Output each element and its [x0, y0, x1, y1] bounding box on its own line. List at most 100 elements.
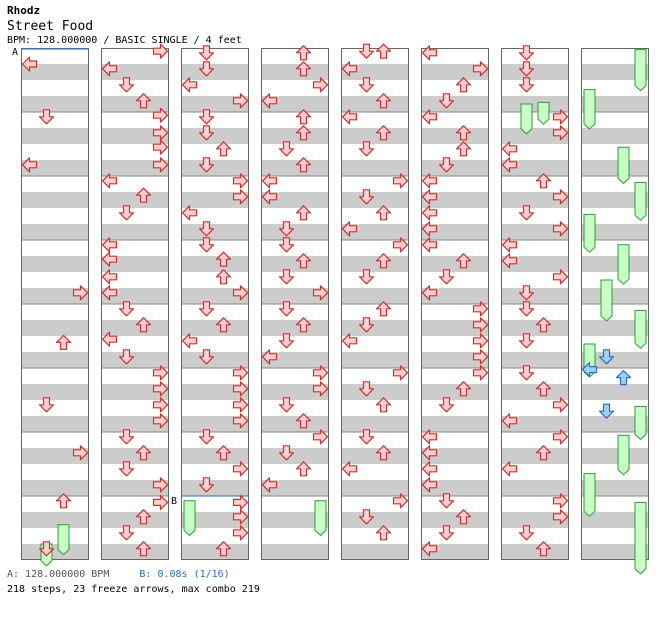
chart-column — [261, 48, 329, 560]
stripe — [501, 416, 569, 432]
stripe — [501, 256, 569, 272]
tap-arrow — [232, 173, 249, 189]
stripe — [421, 512, 489, 528]
stripe — [341, 192, 409, 208]
stripe — [421, 64, 489, 80]
tap-arrow — [101, 285, 118, 301]
stripe — [261, 224, 329, 240]
tap-arrow — [552, 189, 569, 205]
stripe — [421, 544, 489, 560]
tap-arrow — [421, 45, 438, 61]
stripe — [341, 160, 409, 176]
stripe — [341, 256, 409, 272]
stripe — [101, 352, 169, 368]
stripe — [341, 96, 409, 112]
tap-arrow — [375, 301, 392, 317]
tap-arrow — [438, 269, 455, 285]
stripe — [261, 384, 329, 400]
tap-arrow — [101, 173, 118, 189]
stripe — [421, 480, 489, 496]
tap-arrow — [232, 525, 249, 541]
tap-arrow — [215, 541, 232, 557]
tap-arrow — [552, 125, 569, 141]
tap-arrow — [198, 237, 215, 253]
tap-arrow — [552, 109, 569, 125]
freeze-arrow — [57, 524, 70, 556]
tap-arrow — [421, 221, 438, 237]
stripe — [21, 384, 89, 400]
tap-arrow — [118, 461, 135, 477]
stripe — [421, 352, 489, 368]
stripe — [581, 160, 649, 176]
freeze-arrow — [634, 405, 647, 441]
stripe — [21, 64, 89, 80]
tap-arrow — [215, 445, 232, 461]
tap-arrow — [152, 477, 169, 493]
stripe — [261, 64, 329, 80]
tap-arrow — [518, 285, 535, 301]
tap-arrow — [501, 413, 518, 429]
tap-arrow — [278, 237, 295, 253]
stripe — [101, 128, 169, 144]
stripe — [181, 128, 249, 144]
tap-arrow — [118, 301, 135, 317]
tap-arrow — [152, 397, 169, 413]
shock-arrow — [581, 362, 598, 378]
stripe — [101, 64, 169, 80]
tap-arrow — [295, 125, 312, 141]
stripe — [21, 96, 89, 112]
stripe — [501, 544, 569, 560]
tap-arrow — [215, 317, 232, 333]
freeze-arrow — [634, 181, 647, 221]
stripe — [181, 416, 249, 432]
tap-arrow — [101, 237, 118, 253]
tap-arrow — [232, 509, 249, 525]
stripe — [261, 480, 329, 496]
stripe — [501, 160, 569, 176]
stripe — [421, 256, 489, 272]
tap-arrow — [421, 189, 438, 205]
stripe — [101, 192, 169, 208]
tap-arrow — [278, 445, 295, 461]
stripe — [581, 416, 649, 432]
tap-arrow — [152, 139, 169, 155]
stripe — [21, 416, 89, 432]
stripe — [261, 352, 329, 368]
freeze-arrow — [634, 309, 647, 349]
tap-arrow — [295, 61, 312, 77]
tap-arrow — [341, 61, 358, 77]
column-border — [261, 48, 329, 560]
tap-arrow — [295, 205, 312, 221]
stripe — [21, 128, 89, 144]
tap-arrow — [375, 93, 392, 109]
tap-arrow — [118, 429, 135, 445]
tap-arrow — [358, 43, 375, 59]
freeze-arrow — [583, 473, 596, 517]
stripe — [101, 448, 169, 464]
tap-arrow — [215, 141, 232, 157]
tap-arrow — [472, 365, 489, 381]
stripe — [261, 448, 329, 464]
tap-arrow — [118, 349, 135, 365]
tap-arrow — [341, 109, 358, 125]
freeze-arrow — [617, 244, 630, 285]
stripe — [581, 64, 649, 80]
tap-arrow — [312, 365, 329, 381]
chart-column — [181, 48, 249, 560]
tap-arrow — [421, 205, 438, 221]
stripe — [181, 352, 249, 368]
tap-arrow — [278, 269, 295, 285]
tap-arrow — [518, 525, 535, 541]
stripe — [261, 128, 329, 144]
stripe — [261, 256, 329, 272]
freeze-arrow — [183, 500, 196, 537]
tap-arrow — [375, 525, 392, 541]
tap-arrow — [552, 429, 569, 445]
tap-arrow — [501, 253, 518, 269]
freeze-arrow — [634, 49, 647, 92]
chart-column — [341, 48, 409, 560]
tap-arrow — [295, 157, 312, 173]
tap-arrow — [198, 61, 215, 77]
stripe — [21, 544, 89, 560]
stripe — [501, 64, 569, 80]
